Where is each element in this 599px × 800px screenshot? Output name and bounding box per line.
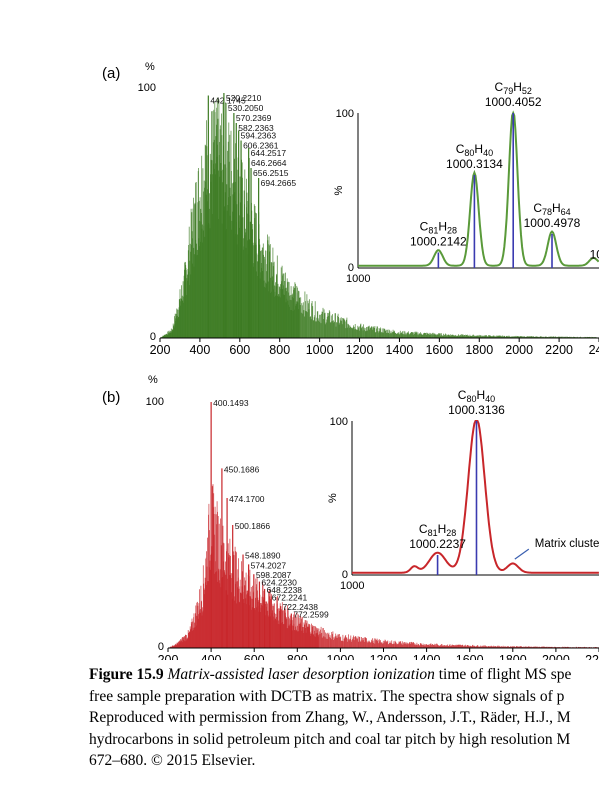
peak-label: 598.2087 [256,570,292,580]
inset-peak-formula: C79H52 [495,80,532,96]
inset-y-label: % [327,493,339,503]
panel-b: (b)%1000400.1493450.1686474.1700500.1866… [102,374,599,660]
inset-peak-mass: 1000.4978 [524,216,581,230]
peak-label: 606.2361 [243,141,279,151]
y-tick-label: 0 [150,331,156,343]
inset-x-tick-label: 1000 [340,580,364,592]
inset-spectrum: 1000%1000C81H281000.2142C80H401000.3134C… [333,80,599,285]
y-tick-label: 0 [158,641,164,653]
x-tick-label: 1600 [456,653,484,660]
x-tick-label: 2200 [545,343,573,357]
x-tick-label: 2000 [505,343,533,357]
caption-line-2: free sample preparation with DCTB as mat… [89,687,565,705]
inset-peak-mass: 1000.2142 [410,235,467,249]
x-tick-label: 400 [201,653,222,660]
inset-profile-curve [358,110,599,267]
x-tick-label: 1400 [386,343,414,357]
peak-label: 442.1745 [210,96,246,106]
inset-y-tick-label: 0 [342,569,348,581]
x-tick-label: 800 [269,343,290,357]
inset-peak-mass: 1000.3134 [446,157,503,171]
inset-y-tick-label: 0 [348,262,354,274]
peak-label: 574.2027 [251,560,287,570]
caption-line-1-rest: time of flight MS spe [434,666,572,683]
x-tick-label: 2200 [585,653,599,660]
inset-peak-formula: C81H28 [419,522,456,538]
peak-label: 582.2363 [238,123,274,133]
y-tick-label: 100 [138,82,156,94]
x-tick-label: 800 [287,653,308,660]
peak-label: 648.2238 [267,585,303,595]
caption-line-5: 672–680. © 2015 Elsevier. [89,752,256,769]
spectra-figure: (a) %1000442.1745520.2210530.2050570.2369… [102,61,599,660]
inset-y-tick-label: 100 [336,108,354,120]
inset-peak-formula: C80H40 [456,142,493,158]
caption-line-1: Figure 15.9 Matrix-assisted laser desorp… [89,664,599,686]
matrix-cluster-arrow [514,548,530,560]
peak-label: 594.2363 [241,131,277,141]
x-tick-label: 200 [150,343,171,357]
caption-italic-term: Matrix-assisted laser desorption ionizat… [167,666,435,683]
x-tick-label: 1200 [370,653,398,660]
peak-label: 548.1890 [245,551,281,561]
inset-peak-mass: 1000.584 [590,247,599,261]
inset-peak-formula: C80H40 [458,388,495,404]
inset-y-tick-label: 100 [330,416,348,428]
x-tick-label: 600 [244,653,265,660]
matrix-cluster-label: Matrix cluster [535,538,599,550]
x-tick-label: 1000 [326,653,354,660]
inset-spectrum: 1000%1000C81H281000.2237C80H401000.3136M… [327,388,599,592]
peak-label: 672.2241 [272,592,308,602]
peak-label: 694.2665 [261,178,297,188]
x-tick-label: 1800 [499,653,527,660]
x-tick-label: 1200 [346,343,374,357]
x-tick-label: 1800 [465,343,493,357]
inset-peak-formula: C78H64 [533,201,570,217]
peak-label: 644.2517 [251,148,287,158]
peak-label: 500.1866 [235,521,271,531]
spectrum-lines [168,484,599,648]
x-tick-label: 240 [589,343,599,357]
peak-label: 530.2050 [228,103,264,113]
panel-label: (b) [102,389,120,406]
x-tick-label: 400 [189,343,210,357]
inset-x-tick-label: 1000 [346,273,370,285]
figure-caption: Figure 15.9 Matrix-assisted laser desorp… [89,664,599,772]
x-tick-label: 1600 [425,343,453,357]
peak-label: 520.2210 [226,93,262,103]
y-unit-label: % [148,374,158,386]
peak-label: 772.2599 [293,610,329,620]
x-tick-label: 1400 [413,653,441,660]
peak-label: 646.2664 [251,158,287,168]
panel-label: (a) [102,65,120,82]
inset-profile-curve [352,420,599,574]
caption-figure-label: Figure 15.9 [89,666,164,683]
x-tick-label: 2000 [542,653,570,660]
inset-peak-mass: 1000.2237 [409,537,466,551]
x-tick-label: 1000 [306,343,334,357]
y-unit-label: % [145,61,155,73]
x-tick-label: 200 [158,653,179,660]
peak-label: 474.1700 [229,494,265,504]
x-tick-label: 600 [229,343,250,357]
peak-label: 722.2438 [283,602,319,612]
inset-peak-mass: 1000.3136 [448,403,505,417]
peak-label: 450.1686 [224,464,260,474]
peak-label: 656.2515 [253,168,289,178]
panel-a: (a) %1000442.1745520.2210530.2050570.2369… [102,61,599,357]
peak-label: 624.2230 [261,578,297,588]
caption-line-4: hydrocarbons in solid petroleum pitch an… [89,730,571,748]
inset-peak-mass: 1000.4052 [485,95,542,109]
caption-line-3: Reproduced with permission from Zhang, W… [89,709,571,726]
inset-y-label: % [333,186,345,196]
inset-peak-formula: C81H28 [420,220,457,236]
y-tick-label: 100 [146,396,164,408]
peak-label: 400.1493 [213,398,249,408]
peak-label: 570.2369 [236,113,272,123]
